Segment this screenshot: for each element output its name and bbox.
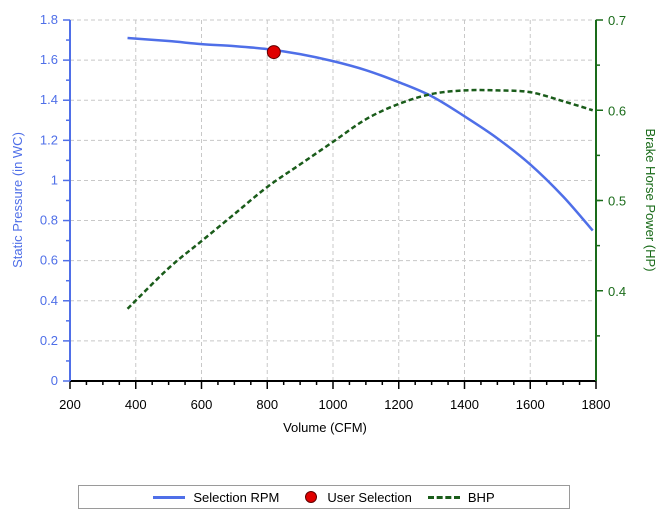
x-tick-label: 200 <box>59 397 81 412</box>
legend-label-point: User Selection <box>327 489 412 505</box>
y-tick-label: 1.8 <box>40 12 58 27</box>
x-tick-label: 600 <box>191 397 213 412</box>
legend-label-rpm: Selection RPM <box>193 489 280 505</box>
legend-label-bhp: BHP <box>467 489 495 505</box>
y-tick-label: 1.6 <box>40 52 58 67</box>
legend: Selection RPM User Selection BHP <box>78 485 570 509</box>
tick-labels: 200 400 600 800 1000 1200 1400 1600 1800 0 0.2 0.4 0… <box>40 12 626 412</box>
selection-rpm-line <box>127 36 594 232</box>
y2-tick-label: 0.5 <box>608 194 626 209</box>
x-tick-label: 1200 <box>384 397 413 412</box>
x-tick-label: 1400 <box>450 397 479 412</box>
x-tick-label: 800 <box>256 397 278 412</box>
x-tick-label: 1800 <box>582 397 611 412</box>
series <box>126 36 594 310</box>
plot-area <box>70 20 596 381</box>
axes <box>63 19 603 389</box>
y-tick-label: 0 <box>51 373 58 388</box>
x-axis-title: Volume (CFM) <box>283 420 367 435</box>
grid <box>70 19 597 381</box>
legend-item-bhp: BHP <box>427 489 495 505</box>
legend-item-point: User Selection <box>295 490 412 505</box>
user-selection-point <box>266 45 281 60</box>
y-tick-label: 1.2 <box>40 132 58 147</box>
y-tick-label: 0.4 <box>40 293 58 308</box>
y2-tick-label: 0.6 <box>608 103 626 118</box>
y2-tick-label: 0.4 <box>608 284 626 299</box>
y-tick-label: 1.4 <box>40 92 58 107</box>
chart: 200 400 600 800 1000 1200 1400 1600 1800 0 0.2 0.4 0… <box>10 12 658 435</box>
y-tick-label: 1 <box>51 172 58 187</box>
y-tick-label: 0.8 <box>40 213 58 228</box>
legend-swatch-bhp <box>427 495 460 499</box>
y-tick-label: 0.2 <box>40 333 58 348</box>
legend-item-rpm: Selection RPM <box>153 490 279 505</box>
y-tick-label: 0.6 <box>40 253 58 268</box>
x-tick-label: 400 <box>125 397 147 412</box>
y-axis-title: Static Pressure (in WC) <box>10 132 25 268</box>
y2-tick-label: 0.7 <box>608 13 626 28</box>
legend-swatch-point <box>305 491 318 503</box>
x-tick-label: 1600 <box>516 397 545 412</box>
bhp-line <box>126 88 594 310</box>
legend-swatch-rpm <box>153 495 186 499</box>
y2-axis-title: Brake Horse Power (HP) <box>643 128 658 271</box>
x-tick-label: 1000 <box>319 397 348 412</box>
